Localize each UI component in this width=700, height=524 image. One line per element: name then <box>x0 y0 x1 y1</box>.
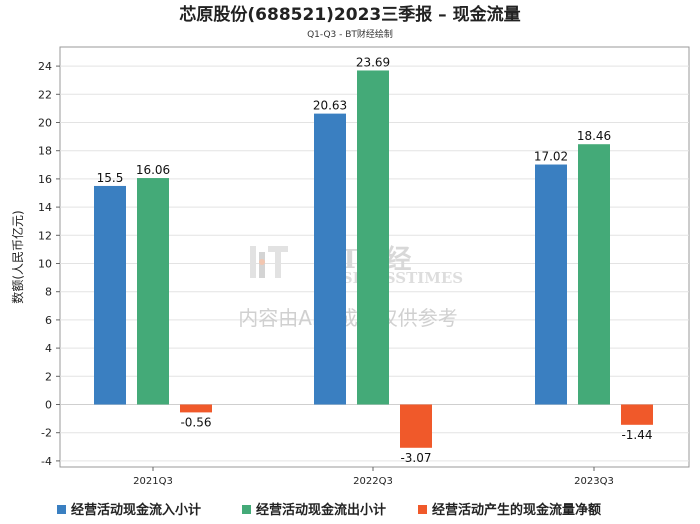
legend-swatch <box>57 505 66 514</box>
y-tick-label: 10 <box>38 258 52 271</box>
y-tick-label: 2 <box>45 370 52 383</box>
y-tick-label: 0 <box>45 399 52 412</box>
y-tick-label: -4 <box>41 455 52 468</box>
x-tick-label: 2022Q3 <box>353 476 393 487</box>
bar <box>357 70 389 405</box>
legend-swatch <box>242 505 251 514</box>
legend-label: 经营活动现金流入小计 <box>71 502 201 518</box>
bar <box>137 178 169 405</box>
watermark-notice: 内容由AI生成，仅供参考 <box>238 306 458 330</box>
bar <box>578 144 610 405</box>
data-label: 18.46 <box>577 129 611 143</box>
data-label: -1.44 <box>621 428 652 442</box>
bar <box>535 164 567 405</box>
data-labels-group: 15.5 16.06 -0.56 20.63 23.69 -3.07 17.02 18.46 -… <box>97 55 653 464</box>
y-tick-label: -2 <box>41 427 52 440</box>
x-tick-label: 2023Q3 <box>574 476 614 487</box>
watermark-logo-subtext: BUSINESSTIMES <box>316 269 463 287</box>
data-label: -3.07 <box>400 451 431 465</box>
legend-label: 经营活动产生的现金流量净额 <box>432 502 601 518</box>
legend-label: 经营活动现金流出小计 <box>256 502 386 518</box>
y-tick-label: 14 <box>38 201 52 214</box>
legend: 经营活动现金流入小计 经营活动现金流出小计 经营活动产生的现金流量净额 <box>57 502 601 518</box>
bar-series-group <box>94 70 653 448</box>
y-tick-label: 12 <box>38 229 52 242</box>
y-tick-label: 8 <box>45 286 52 299</box>
y-tick-label: 18 <box>38 145 52 158</box>
y-tick-label: 6 <box>45 314 52 327</box>
legend-swatch <box>418 505 427 514</box>
y-axis-label: 数额(人民币亿元) <box>10 210 25 303</box>
x-axis-ticks: 2021Q3 2022Q3 2023Q3 <box>133 467 614 487</box>
x-tick-label: 2021Q3 <box>133 476 173 487</box>
y-tick-label: 22 <box>38 88 52 101</box>
bar <box>621 404 653 425</box>
data-label: 23.69 <box>356 55 390 69</box>
bar <box>314 113 346 405</box>
chart-subtitle: Q1-Q3 - BT财经绘制 <box>307 28 393 40</box>
bar <box>94 185 126 405</box>
y-tick-label: 20 <box>38 117 52 130</box>
data-label: -0.56 <box>180 415 211 429</box>
bar <box>180 404 212 413</box>
bt-logo-icon <box>250 246 288 278</box>
data-label: 20.63 <box>313 99 347 113</box>
y-tick-label: 16 <box>38 173 52 186</box>
data-label: 16.06 <box>136 163 170 177</box>
bar <box>400 404 432 448</box>
data-label: 17.02 <box>534 150 568 164</box>
y-tick-label: 4 <box>45 342 52 355</box>
chart-title: 芯原股份(688521)2023三季报 – 现金流量 <box>179 4 520 25</box>
data-label: 15.5 <box>97 171 124 185</box>
y-tick-label: 24 <box>38 60 52 73</box>
